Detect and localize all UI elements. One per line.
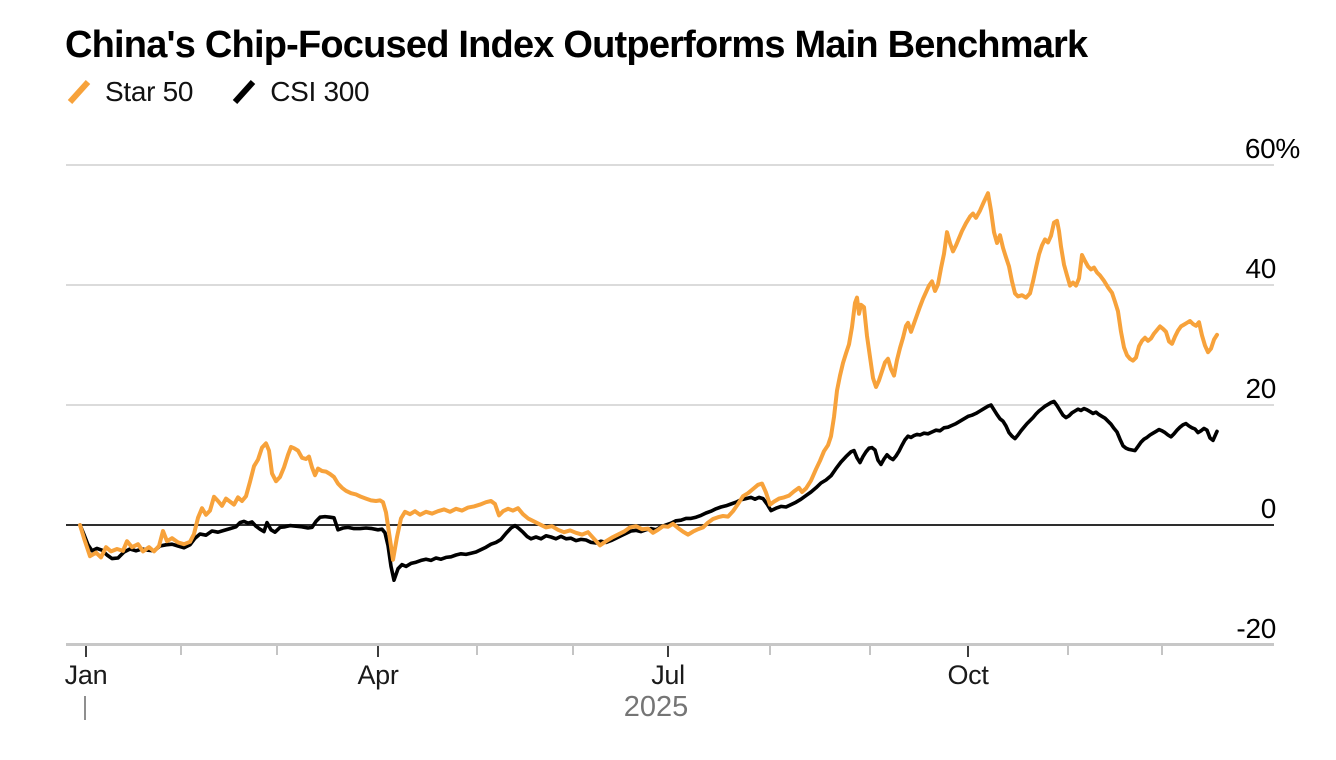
zero-gridline <box>66 524 1274 526</box>
x-minor-tick <box>769 646 771 655</box>
star-50-slash-icon <box>67 79 91 105</box>
x-tick-jan <box>85 646 87 657</box>
x-minor-tick <box>869 646 871 655</box>
y-axis-label-20: 20 <box>1245 373 1276 404</box>
x-axis-label-apr: Apr <box>357 660 399 690</box>
y-axis-label-0: 0 <box>1260 493 1277 524</box>
y-gridline-60 <box>66 164 1274 166</box>
y-axis-label--20: -20 <box>1236 613 1276 644</box>
y-gridline--20 <box>66 643 1274 646</box>
x-tick-oct <box>967 646 969 657</box>
x-minor-tick <box>180 646 182 655</box>
year-label: 2025 <box>623 691 689 723</box>
legend-label-star-50: Star 50 <box>105 76 194 107</box>
x-tick-jul <box>667 646 669 657</box>
x-minor-tick <box>572 646 574 655</box>
y-gridline-40 <box>66 284 1274 286</box>
legend: Star 50 CSI 300 <box>66 76 370 108</box>
series-line-star-50 <box>78 191 1219 562</box>
x-minor-tick <box>476 646 478 655</box>
x-axis-label-jul: Jul <box>651 660 685 690</box>
x-tick-apr <box>377 646 379 657</box>
x-minor-tick <box>276 646 278 655</box>
legend-item-star-50: Star 50 <box>66 76 193 108</box>
x-minor-tick <box>1067 646 1069 655</box>
legend-label-csi-300: CSI 300 <box>270 76 370 107</box>
y-axis-label-40: 40 <box>1245 253 1276 284</box>
csi-300-slash-icon <box>232 79 256 105</box>
legend-item-csi-300: CSI 300 <box>231 76 370 108</box>
x-minor-tick <box>1161 646 1163 655</box>
series-line-csi-300 <box>78 399 1219 583</box>
x-axis-label-oct: Oct <box>947 660 989 690</box>
y-axis-label-60: 60% <box>1244 133 1300 164</box>
y-gridline-20 <box>66 404 1274 406</box>
x-axis-label-jan: Jan <box>64 660 108 690</box>
year-start-marker <box>84 696 86 720</box>
chart-title: China's Chip-Focused Index Outperforms M… <box>65 24 1088 66</box>
